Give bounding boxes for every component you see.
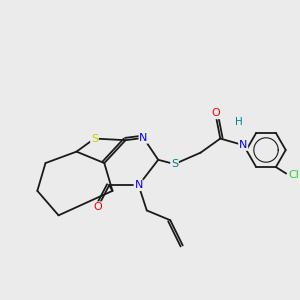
Text: N: N: [239, 140, 247, 150]
Text: N: N: [134, 180, 143, 190]
Text: S: S: [91, 134, 98, 144]
Text: S: S: [171, 159, 178, 169]
Text: N: N: [139, 133, 148, 143]
Text: H: H: [236, 117, 243, 127]
Text: Cl: Cl: [288, 170, 299, 180]
Text: O: O: [93, 202, 102, 212]
Text: O: O: [211, 108, 220, 118]
